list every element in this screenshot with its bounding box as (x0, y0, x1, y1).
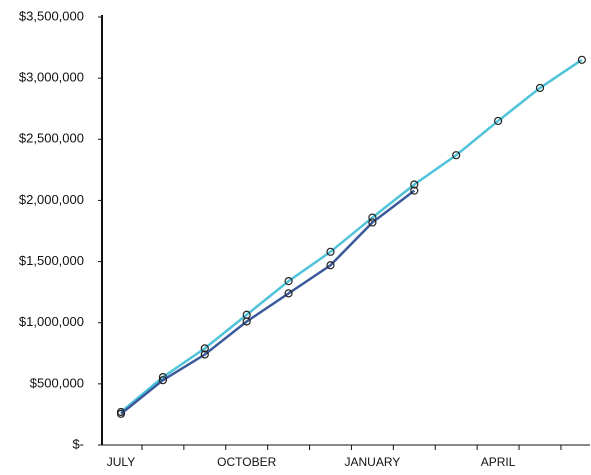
y-tick-label: $500,000 (30, 375, 84, 390)
data-point (242, 317, 251, 326)
y-tick-label: $1,000,000 (19, 314, 84, 329)
data-point (284, 289, 293, 298)
data-point (326, 261, 335, 270)
data-point (200, 350, 209, 359)
data-point (494, 116, 503, 126)
y-tick-label: $3,000,000 (19, 70, 84, 85)
data-point (535, 83, 545, 93)
data-point (410, 186, 419, 195)
data-point (326, 247, 335, 256)
data-point (284, 277, 293, 286)
x-tick-label: APRIL (481, 455, 516, 469)
data-point (577, 55, 587, 64)
data-point (452, 151, 461, 160)
y-tick-label: $2,000,000 (19, 192, 84, 207)
data-point (158, 376, 167, 385)
x-tick-label: JULY (107, 455, 135, 469)
series-line (120, 58, 583, 413)
series-line (120, 189, 416, 415)
y-tick-label: $1,500,000 (19, 253, 84, 268)
data-point (368, 218, 377, 227)
x-tick-label: OCTOBER (217, 455, 276, 469)
data-point (116, 409, 126, 418)
y-tick-label: $3,500,000 (19, 8, 84, 23)
x-tick-label: JANUARY (345, 455, 401, 469)
data-point (410, 180, 419, 189)
y-tick-label: $- (72, 436, 84, 451)
y-tick-label: $2,500,000 (19, 131, 84, 146)
data-point (200, 344, 209, 353)
